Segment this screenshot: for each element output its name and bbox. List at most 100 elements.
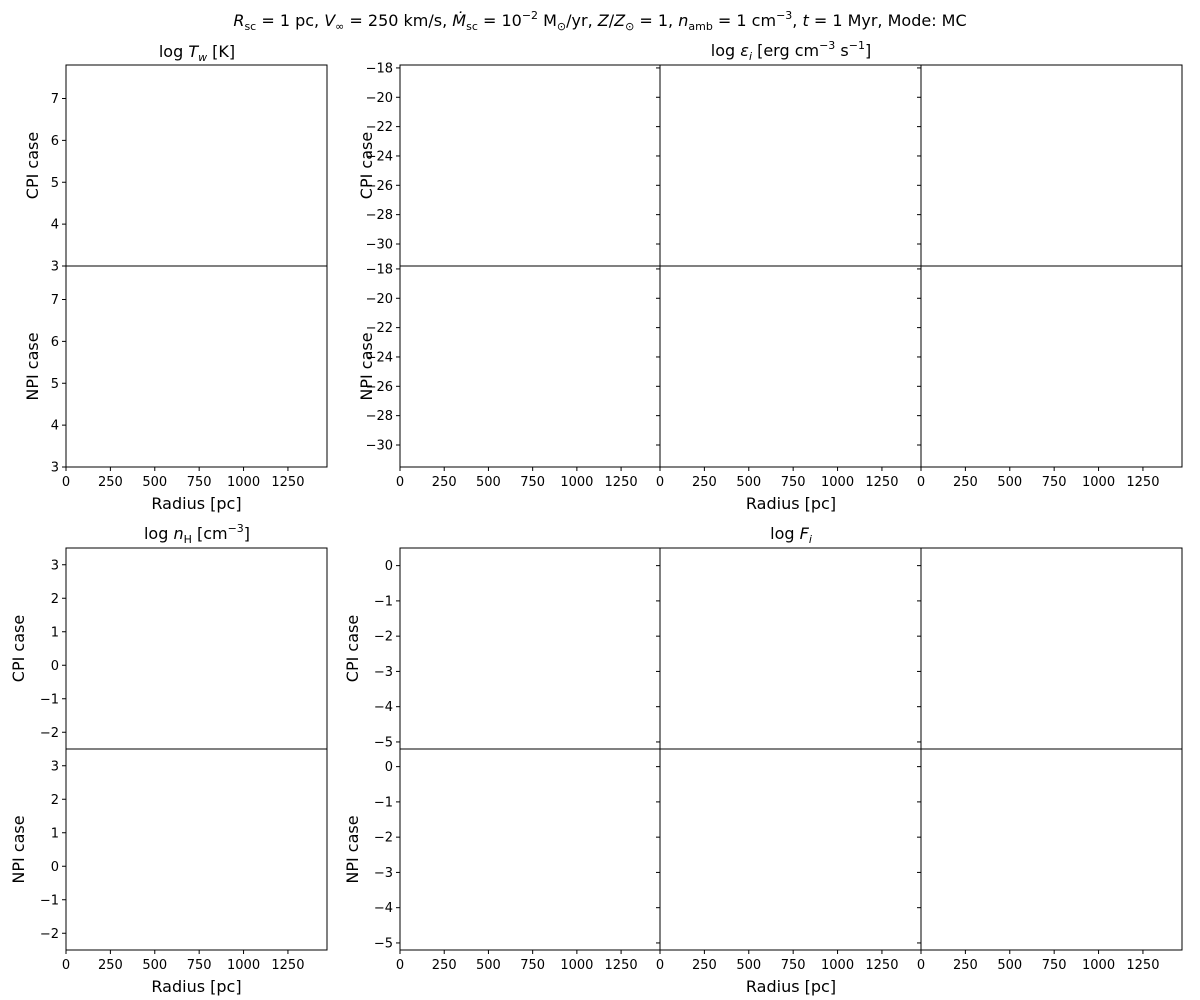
y-tick-label: −5 xyxy=(374,735,393,750)
x-tick-label: 1000 xyxy=(1082,475,1115,490)
y-tick-label: −2 xyxy=(374,831,393,846)
axes-F-cpi-col1: −5 −4 −3 −2 −1 0 CPI case xyxy=(343,547,661,750)
x-tick-label: 1250 xyxy=(271,958,304,973)
axes-emissivity-cpi-col2 xyxy=(656,64,922,267)
y-tick-label: −22 xyxy=(366,321,393,336)
x-tick-label: 1000 xyxy=(821,958,854,973)
axes-frame xyxy=(399,265,661,468)
x-axis-label-nH: Radius [pc] xyxy=(151,977,241,996)
axes-emissivity-npi-col1: −30 −28 −26 −24 −22 −20 −18 0 250 500 750 1000 1250 N… xyxy=(357,262,661,490)
x-tick-label: 250 xyxy=(692,475,717,490)
y-tick-label: 5 xyxy=(51,377,59,392)
x-tick-label: 250 xyxy=(432,958,457,973)
y-tick-label: 3 xyxy=(51,759,59,774)
x-tick-label: 0 xyxy=(396,475,404,490)
x-tick-label: 250 xyxy=(98,958,123,973)
x-tick-label: 500 xyxy=(997,475,1022,490)
x-axis-label-F: Radius [pc] xyxy=(746,977,836,996)
panel-title-emissivity: log εi [erg cm−3 s−1] xyxy=(711,39,871,63)
axes-nH-npi-col1: −2 −1 0 1 2 3 0 250 500 750 1000 1250 NPI case xyxy=(9,748,328,973)
y-tick-label: 3 xyxy=(51,461,59,476)
y-tick-label: −24 xyxy=(366,149,393,164)
y-tick-label: 0 xyxy=(51,860,59,875)
y-tick-label: −28 xyxy=(366,208,393,223)
y-tick-label: −24 xyxy=(366,350,393,365)
row-label: NPI case xyxy=(9,815,28,883)
row-label: NPI case xyxy=(23,332,42,400)
y-tick-label: −30 xyxy=(366,237,393,252)
x-tick-label: 1000 xyxy=(1082,958,1115,973)
y-tick-label: −20 xyxy=(366,91,393,106)
y-tick-label: 7 xyxy=(51,92,59,107)
axes-frame xyxy=(920,547,1183,750)
y-tick-label: 3 xyxy=(51,558,59,573)
axes-frame xyxy=(659,265,922,468)
x-tick-label: 750 xyxy=(187,475,212,490)
axes-F-npi-col1: −5 −4 −3 −2 −1 0 0 250 500 750 1000 1250 NPI case xyxy=(343,748,661,973)
y-tick-label: −3 xyxy=(374,665,393,680)
x-tick-label: 500 xyxy=(142,958,167,973)
x-tick-label: 500 xyxy=(476,958,501,973)
panel-title-temperature: log Tw [K] xyxy=(159,42,235,64)
axes-frame xyxy=(65,64,328,267)
x-tick-label: 750 xyxy=(1042,475,1067,490)
axes-frame xyxy=(399,64,661,267)
axes-frame xyxy=(65,547,328,750)
y-tick-label: 2 xyxy=(51,793,59,808)
row-label: CPI case xyxy=(9,615,28,682)
y-tick-label: −1 xyxy=(40,893,59,908)
y-tick-label: 1 xyxy=(51,625,59,640)
axes-F-npi-col2: 0 250 500 750 1000 1250 xyxy=(656,748,922,973)
x-tick-label: 250 xyxy=(953,958,978,973)
x-tick-label: 1000 xyxy=(560,958,593,973)
y-tick-label: 6 xyxy=(51,335,59,350)
x-tick-label: 1250 xyxy=(865,958,898,973)
x-tick-label: 0 xyxy=(396,958,404,973)
axes-frame xyxy=(399,547,661,750)
axes-Tw-cpi-col1: 3 4 5 6 7 CPI case xyxy=(23,64,328,275)
y-tick-label: −4 xyxy=(374,901,393,916)
x-tick-label: 1250 xyxy=(271,475,304,490)
y-tick-label: −1 xyxy=(40,692,59,707)
y-tick-label: 7 xyxy=(51,293,59,308)
y-tick-label: −5 xyxy=(374,936,393,951)
axes-frame xyxy=(659,64,922,267)
axes-F-cpi-col3 xyxy=(917,547,1183,750)
axes-frame xyxy=(659,748,922,951)
y-tick-label: 5 xyxy=(51,176,59,191)
axes-emissivity-cpi-col1: −30 −28 −26 −24 −22 −20 −18 CPI case xyxy=(357,61,661,267)
x-tick-label: 500 xyxy=(997,958,1022,973)
axes-nH-cpi-col1: −2 −1 0 1 2 3 CPI case xyxy=(9,547,328,750)
x-tick-label: 500 xyxy=(142,475,167,490)
axes-frame xyxy=(920,748,1183,951)
x-tick-label: 750 xyxy=(187,958,212,973)
axes-F-npi-col3: 0 250 500 750 1000 1250 xyxy=(917,748,1183,973)
x-tick-label: 750 xyxy=(520,958,545,973)
x-axis-label-emissivity: Radius [pc] xyxy=(746,494,836,513)
x-tick-label: 0 xyxy=(917,958,925,973)
x-tick-label: 1250 xyxy=(865,475,898,490)
x-tick-label: 500 xyxy=(736,958,761,973)
y-tick-label: −2 xyxy=(374,630,393,645)
y-tick-label: 4 xyxy=(51,218,59,233)
figure-suptitle: Rsc = 1 pc, V∞ = 250 km/s, Ṁsc = 10−2 M⊙… xyxy=(233,9,966,33)
y-tick-label: −1 xyxy=(374,795,393,810)
x-tick-label: 250 xyxy=(98,475,123,490)
axes-emissivity-npi-col2: 0 250 500 750 1000 1250 xyxy=(656,265,922,490)
axes-frame xyxy=(65,265,328,468)
x-tick-label: 1250 xyxy=(605,475,638,490)
x-tick-label: 750 xyxy=(520,475,545,490)
panel-title-density: log nH [cm−3] xyxy=(144,522,250,546)
x-axis-label-Tw: Radius [pc] xyxy=(151,494,241,513)
y-tick-label: 0 xyxy=(51,659,59,674)
y-tick-label: −2 xyxy=(40,927,59,942)
y-tick-label: 1 xyxy=(51,826,59,841)
x-tick-label: 1250 xyxy=(1126,958,1159,973)
axes-frame xyxy=(659,547,922,750)
y-tick-label: −26 xyxy=(366,179,393,194)
x-tick-label: 750 xyxy=(781,958,806,973)
y-tick-label: 3 xyxy=(51,260,59,275)
x-tick-label: 0 xyxy=(62,475,70,490)
y-tick-label: −28 xyxy=(366,409,393,424)
